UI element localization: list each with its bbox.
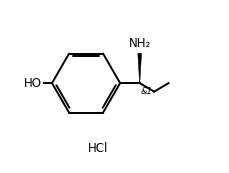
- Text: NH₂: NH₂: [128, 37, 150, 50]
- Text: HO: HO: [23, 77, 41, 90]
- Polygon shape: [137, 53, 141, 83]
- Text: &1: &1: [140, 87, 152, 96]
- Text: HCl: HCl: [87, 142, 108, 155]
